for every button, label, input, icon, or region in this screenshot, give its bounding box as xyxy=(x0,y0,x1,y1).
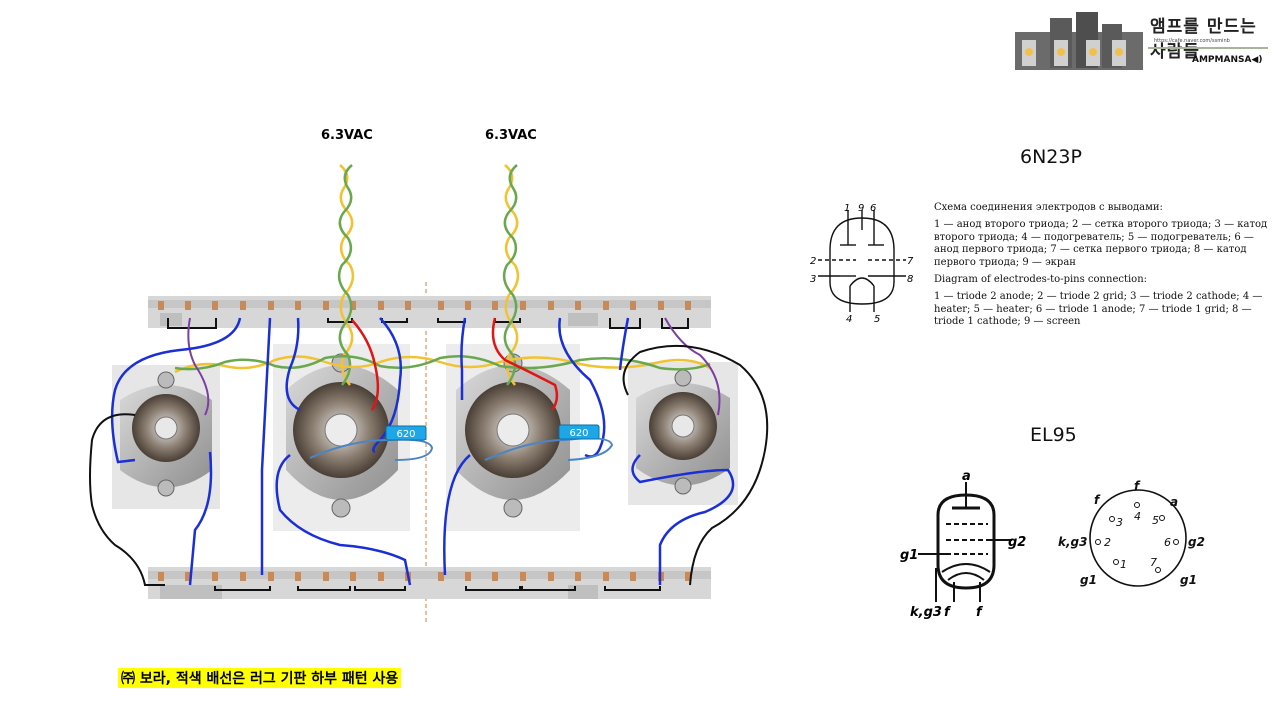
top-lug-board xyxy=(148,296,711,328)
el95-sym-kg3: k,g3 xyxy=(910,605,942,620)
tube-6n23p-description: Схема соединения электродов с выводами: … xyxy=(934,202,1268,334)
vac-label-right: 6.3VAC xyxy=(485,128,537,143)
red-wires xyxy=(351,317,559,411)
el95-pin-a: a xyxy=(1170,495,1178,509)
el95-pin-6: 6 xyxy=(1164,536,1171,549)
ru-heading: Схема соединения электродов с выводами: xyxy=(934,202,1163,213)
el95-pin-7: 7 xyxy=(1150,556,1157,569)
tube-6n23p-title: 6N23P xyxy=(1020,146,1082,168)
pin-8-label: 8 xyxy=(907,274,913,285)
pin-6-label: 6 xyxy=(870,203,876,214)
pin-9-label: 9 xyxy=(858,203,864,214)
el95-sym-a: a xyxy=(962,470,971,484)
resistor-left: 620 xyxy=(385,425,427,441)
el95-pin-kg3: k,g3 xyxy=(1058,535,1087,549)
pin-7-label: 7 xyxy=(907,256,914,267)
socket-el95-right xyxy=(628,362,738,505)
el95-pin-g2: g2 xyxy=(1188,535,1205,549)
pin-2-label: 2 xyxy=(810,256,816,267)
wiring-diagram: 620 620 xyxy=(89,164,769,622)
vac-label-left: 6.3VAC xyxy=(321,128,373,143)
blue-wires xyxy=(110,317,735,586)
logo-brand: AMPMANSA◀) xyxy=(1192,55,1263,65)
tube-6n23p-symbol: 1 9 6 2 3 7 8 4 5 xyxy=(810,203,914,325)
black-wires xyxy=(89,344,769,586)
el95-pin-g1-left: g1 xyxy=(1080,573,1097,587)
heater-wires xyxy=(174,164,711,386)
el95-pin-f-top-left: f xyxy=(1094,493,1101,507)
el95-pin-g1-right: g1 xyxy=(1180,573,1197,587)
el95-pin-2: 2 xyxy=(1104,536,1111,549)
logo-divider xyxy=(1148,47,1268,49)
socket-6n23p-right xyxy=(446,344,580,531)
en-heading: Diagram of electrodes-to-pins connection… xyxy=(934,274,1148,286)
el95-pin-4: 4 xyxy=(1134,510,1141,523)
pin-4-label: 4 xyxy=(846,314,852,325)
el95-sym-f1: f xyxy=(944,605,952,620)
bottom-board-jumpers xyxy=(214,586,661,591)
ru-text: 1 — анод второго триода; 2 — сетка второ… xyxy=(934,219,1268,268)
el95-pin-f-top: f xyxy=(1134,479,1141,493)
en-text: 1 — triode 2 anode; 2 — triode 2 grid; 3… xyxy=(934,291,1263,328)
resistor-left-label: 620 xyxy=(396,429,415,440)
wiring-note: ㈜ 보라, 적색 배선은 러그 기판 하부 패턴 사용 xyxy=(118,668,402,688)
ampmansa-logo xyxy=(1015,12,1143,70)
el95-sym-g2: g2 xyxy=(1008,535,1026,550)
socket-el95-left xyxy=(112,365,220,509)
tube-el95-title: EL95 xyxy=(1030,424,1077,446)
purple-wires xyxy=(187,317,721,416)
el95-pin-1: 1 xyxy=(1120,558,1127,571)
pin-1-label: 1 xyxy=(844,203,850,214)
el95-sym-g1: g1 xyxy=(900,548,918,563)
el95-pin-3: 3 xyxy=(1116,516,1123,529)
bottom-lug-board xyxy=(148,567,711,599)
el95-pin-5: 5 xyxy=(1152,514,1159,527)
resistor-right: 620 xyxy=(558,424,600,440)
pin-5-label: 5 xyxy=(874,314,880,325)
resistor-right-label: 620 xyxy=(569,428,588,439)
tube-el95-symbol: a g2 g1 k,g3 f f xyxy=(900,470,1026,620)
el95-sym-f2: f xyxy=(976,605,984,620)
tube-el95-pinout: f f a k,g3 g2 g1 g1 3 4 5 2 6 1 7 xyxy=(1058,479,1205,587)
pin-3-label: 3 xyxy=(810,274,816,285)
logo-url: https://cafe.naver.com/ssminb xyxy=(1154,38,1230,44)
